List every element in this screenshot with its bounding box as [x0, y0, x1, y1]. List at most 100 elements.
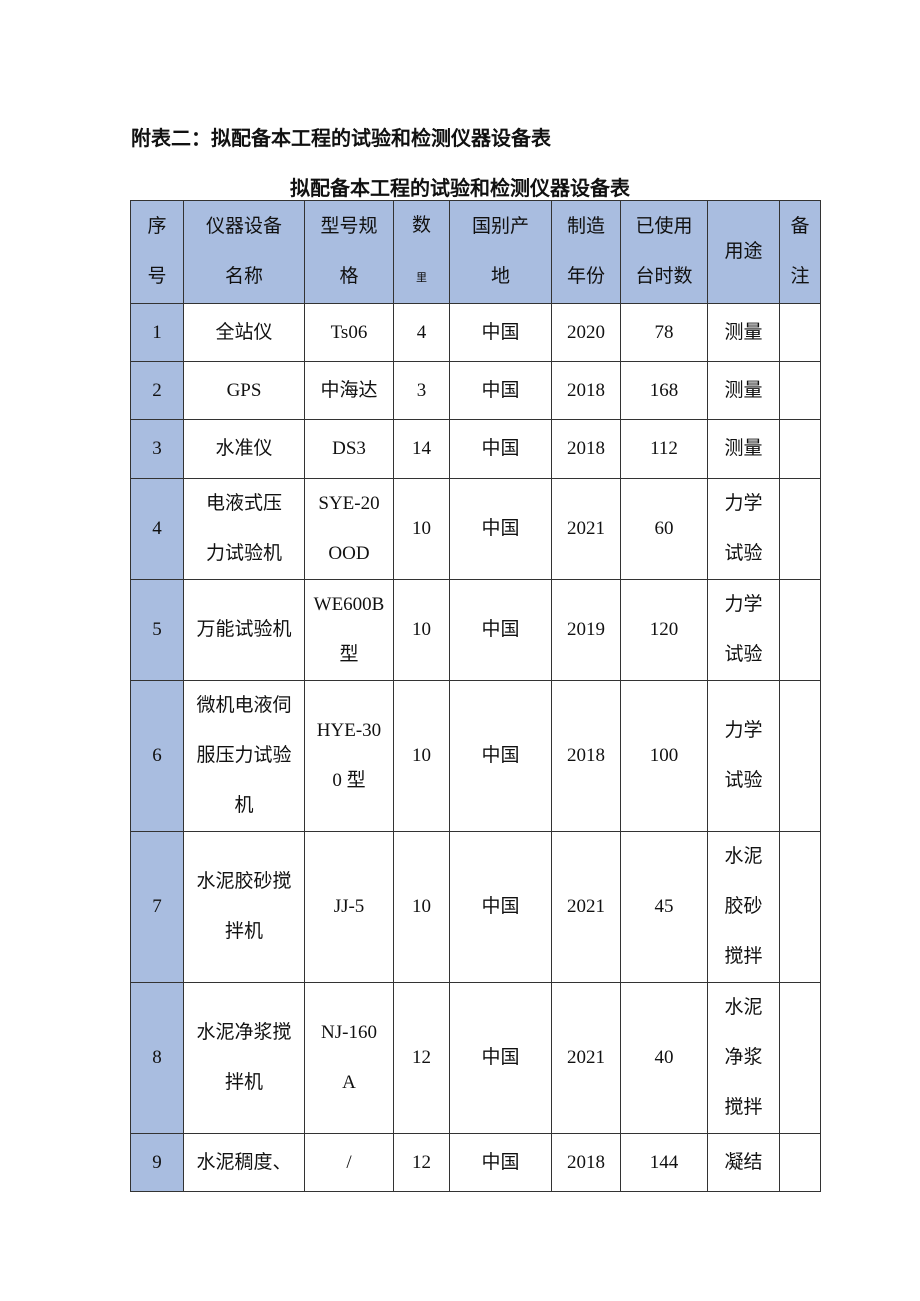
- table-cell: 100: [620, 680, 708, 832]
- table-cell: 中国: [449, 1133, 552, 1192]
- table-cell: 12: [393, 982, 450, 1134]
- equipment-table: 序 号 仪器设备 名称 型号规 格 数里 国别产 地 制造 年份 已使用 台时数…: [130, 200, 821, 1192]
- table-cell: [779, 303, 821, 362]
- table-cell: 2020: [551, 303, 621, 362]
- table-cell: 144: [620, 1133, 708, 1192]
- table-cell: 凝结: [707, 1133, 780, 1192]
- table-cell: 测量: [707, 419, 780, 479]
- table-cell: 2021: [551, 982, 621, 1134]
- table-cell: 中国: [449, 831, 552, 983]
- table-caption: 拟配备本工程的试验和检测仪器设备表: [290, 178, 630, 200]
- table-row: 2 GPS 中海达 3 中国 2018 168 测量: [130, 361, 821, 420]
- table-cell: 2018: [551, 419, 621, 479]
- table-cell: 112: [620, 419, 708, 479]
- header-qty: 数: [411, 215, 431, 236]
- table-cell: [779, 680, 821, 832]
- table-cell: HYE-30 0 型: [304, 680, 394, 832]
- table-cell: 全站仪: [183, 303, 305, 362]
- table-cell: 水泥净浆搅 拌机: [183, 982, 305, 1134]
- table-row: 6 微机电液伺 服压力试验 机 HYE-30 0 型 10 中国 2018 100 力学 试验: [130, 680, 821, 832]
- table-cell: 中国: [449, 982, 552, 1134]
- table-cell: 168: [620, 361, 708, 420]
- table-cell: 4: [130, 478, 184, 580]
- table-cell: 60: [620, 478, 708, 580]
- table-cell: 9: [130, 1133, 184, 1192]
- table-cell: 2021: [551, 831, 621, 983]
- table-cell: GPS: [183, 361, 305, 420]
- table-cell: [779, 982, 821, 1134]
- table-cell: WE600B 型: [304, 579, 394, 681]
- table-cell: 中国: [449, 303, 552, 362]
- table-cell: 2021: [551, 478, 621, 580]
- table-cell: 水泥胶砂搅 拌机: [183, 831, 305, 983]
- table-cell: 力学 试验: [707, 478, 780, 580]
- table-cell: 水泥 胶砂 搅拌: [707, 831, 780, 983]
- table-row: 1 全站仪 Ts06 4 中国 2020 78 测量: [130, 303, 821, 362]
- table-cell: 万能试验机: [183, 579, 305, 681]
- table-cell: /: [304, 1133, 394, 1192]
- table-cell: 40: [620, 982, 708, 1134]
- header-cell: 国别产 地: [449, 200, 552, 304]
- table-cell: 力学 试验: [707, 579, 780, 681]
- header-cell: 用途: [707, 200, 780, 304]
- table-cell: 10: [393, 579, 450, 681]
- table-cell: 12: [393, 1133, 450, 1192]
- table-cell: 10: [393, 680, 450, 832]
- table-cell: 4: [393, 303, 450, 362]
- table-cell: 力学 试验: [707, 680, 780, 832]
- table-cell: 中国: [449, 680, 552, 832]
- table-cell: 2019: [551, 579, 621, 681]
- table-cell: 120: [620, 579, 708, 681]
- table-cell: [779, 1133, 821, 1192]
- table-cell: 78: [620, 303, 708, 362]
- table-row: 3 水准仪 DS3 14 中国 2018 112 测量: [130, 419, 821, 479]
- header-cell: 备 注: [779, 200, 821, 304]
- table-cell: 7: [130, 831, 184, 983]
- table-cell: 水准仪: [183, 419, 305, 479]
- table-cell: JJ-5: [304, 831, 394, 983]
- table-cell: 5: [130, 579, 184, 681]
- header-cell: 仪器设备 名称: [183, 200, 305, 304]
- header-cell: 已使用 台时数: [620, 200, 708, 304]
- table-cell: Ts06: [304, 303, 394, 362]
- table-row: 4 电液式压 力试验机 SYE-20 OOD 10 中国 2021 60 力学 试验: [130, 478, 821, 580]
- table-cell: 6: [130, 680, 184, 832]
- table-cell: 测量: [707, 303, 780, 362]
- table-cell: SYE-20 OOD: [304, 478, 394, 580]
- table-cell: 水泥稠度、: [183, 1133, 305, 1192]
- table-cell: 电液式压 力试验机: [183, 478, 305, 580]
- table-cell: 中海达: [304, 361, 394, 420]
- table-row: 9 水泥稠度、/12 中国 2018 144 凝结: [130, 1133, 821, 1192]
- table-cell: 1: [130, 303, 184, 362]
- header-qty-sub: 里: [416, 272, 427, 284]
- table-cell: [779, 419, 821, 479]
- table-row: 8 水泥净浆搅 拌机 NJ-160 A 12 中国 2021 40 水泥 净浆 搅拌: [130, 982, 821, 1134]
- table-cell: 3: [393, 361, 450, 420]
- table-cell: 水泥 净浆 搅拌: [707, 982, 780, 1134]
- appendix-heading: 附表二：拟配备本工程的试验和检测仪器设备表: [131, 128, 551, 150]
- table-cell: [779, 478, 821, 580]
- header-cell: 型号规 格: [304, 200, 394, 304]
- table-cell: 中国: [449, 361, 552, 420]
- table-cell: 2018: [551, 361, 621, 420]
- table-cell: 14: [393, 419, 450, 479]
- table-cell: 中国: [449, 478, 552, 580]
- table-row: 7 水泥胶砂搅 拌机 JJ-5 10 中国 2021 45 水泥 胶砂 搅拌: [130, 831, 821, 983]
- table-cell: [779, 361, 821, 420]
- table-cell: 3: [130, 419, 184, 479]
- header-cell: 制造 年份: [551, 200, 621, 304]
- table-row: 5 万能试验机 WE600B 型 10 中国 2019 120 力学 试验: [130, 579, 821, 681]
- table-cell: NJ-160 A: [304, 982, 394, 1134]
- table-cell: 中国: [449, 579, 552, 681]
- table-cell: 10: [393, 478, 450, 580]
- table-cell: [779, 579, 821, 681]
- table-cell: 2018: [551, 680, 621, 832]
- table-cell: 微机电液伺 服压力试验 机: [183, 680, 305, 832]
- header-cell: 序 号: [130, 200, 184, 304]
- table-cell: 2: [130, 361, 184, 420]
- table-cell: DS3: [304, 419, 394, 479]
- header-row: 序 号 仪器设备 名称 型号规 格 数里 国别产 地 制造 年份 已使用 台时数…: [130, 200, 821, 304]
- header-cell: 数里: [393, 200, 450, 304]
- table-cell: 8: [130, 982, 184, 1134]
- table-cell: 10: [393, 831, 450, 983]
